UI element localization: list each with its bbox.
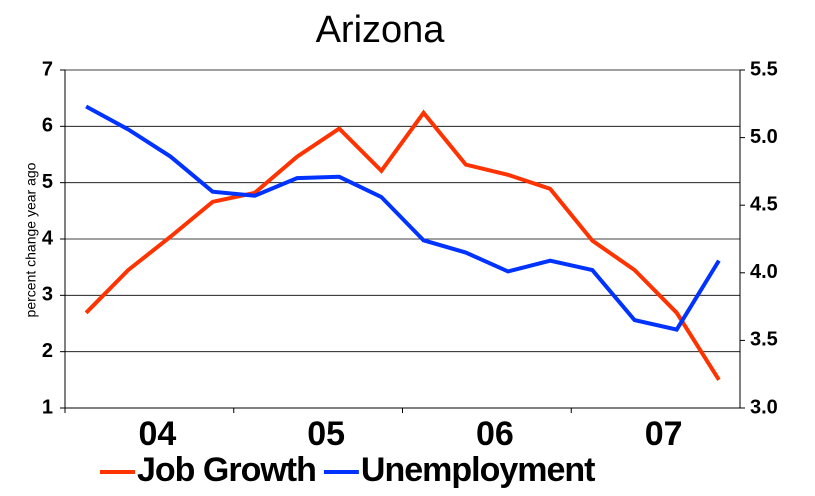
y-tick-label: 7 — [42, 58, 53, 80]
y-tick-label: 6 — [42, 115, 53, 137]
x-tick-label: 06 — [476, 415, 514, 453]
y2-tick-label: 4.5 — [750, 193, 778, 215]
legend-label: Unemployment — [361, 451, 595, 489]
y-tick-label: 2 — [42, 340, 53, 362]
chart-title: Arizona — [316, 9, 446, 51]
x-tick-label: 05 — [307, 415, 345, 453]
y2-tick-label: 5.0 — [750, 126, 778, 148]
y2-tick-label: 3.0 — [750, 396, 778, 418]
legend-label: Job Growth — [137, 451, 316, 489]
y-tick-label: 3 — [42, 284, 53, 306]
series-line — [85, 104, 721, 332]
x-tick-label: 07 — [645, 415, 683, 453]
y2-tick-label: 5.5 — [750, 58, 778, 80]
y2-tick-label: 3.5 — [750, 329, 778, 351]
x-tick-label: 04 — [138, 415, 176, 453]
y2-tick-label: 4.0 — [750, 261, 778, 283]
y-tick-label: 1 — [42, 396, 53, 418]
y-axis-label: percent change year ago — [23, 162, 39, 317]
y-tick-label: 4 — [42, 227, 54, 249]
series-line — [84, 109, 721, 381]
y-tick-label: 5 — [42, 171, 53, 193]
